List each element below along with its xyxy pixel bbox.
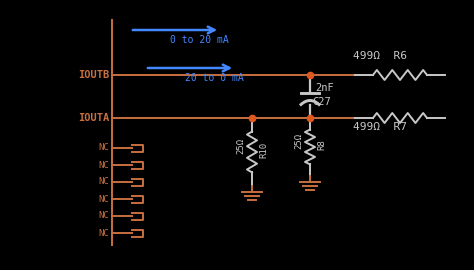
Text: 0 to 20 mA: 0 to 20 mA: [170, 35, 229, 45]
Text: R8: R8: [317, 140, 326, 150]
Text: 2nF: 2nF: [315, 83, 334, 93]
Text: 25Ω: 25Ω: [236, 138, 245, 154]
Text: IOUTB: IOUTB: [78, 70, 109, 80]
Text: C27: C27: [312, 97, 331, 107]
Text: NC: NC: [98, 160, 109, 170]
Text: 25Ω: 25Ω: [294, 133, 303, 149]
Text: 499Ω  R6: 499Ω R6: [353, 51, 407, 61]
Text: NC: NC: [98, 177, 109, 187]
Text: R10: R10: [259, 142, 268, 158]
Text: NC: NC: [98, 194, 109, 204]
Text: NC: NC: [98, 228, 109, 238]
Text: 499Ω  R7: 499Ω R7: [353, 122, 407, 132]
Text: IOUTA: IOUTA: [78, 113, 109, 123]
Text: NC: NC: [98, 211, 109, 221]
Text: 20 to 0 mA: 20 to 0 mA: [185, 73, 244, 83]
Text: NC: NC: [98, 143, 109, 153]
